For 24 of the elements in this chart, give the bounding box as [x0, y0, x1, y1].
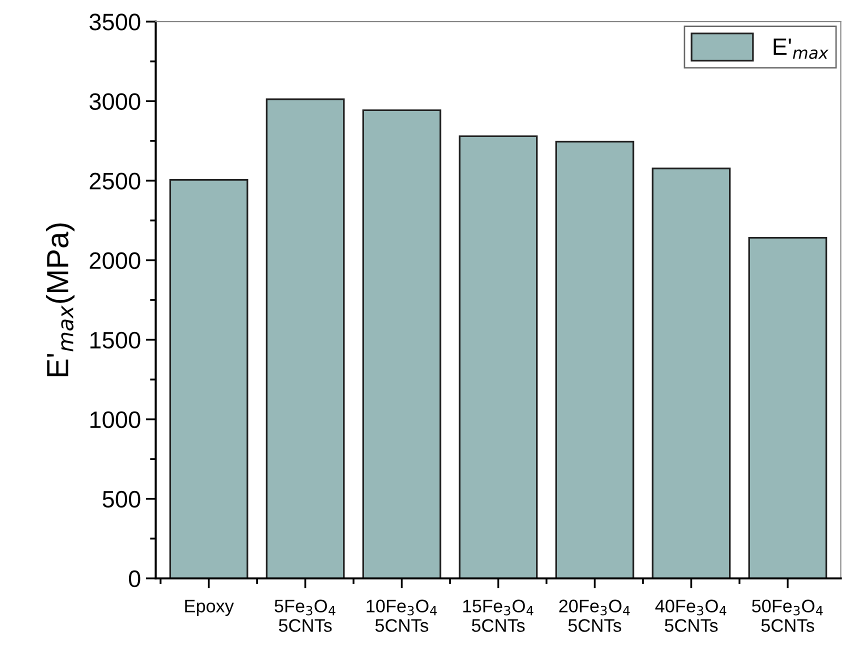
x-tick-label: 40Fe$_{3}$O$_{4}$ 5CNTs — [655, 600, 726, 632]
y-tick-label: 2500 — [90, 172, 140, 190]
y-tick-label: 0 — [128, 570, 140, 588]
x-tick-label: 50Fe$_{3}$O$_{4}$ 5CNTs — [752, 600, 823, 632]
y-axis-title: E'$_{max}$(MPa) — [46, 223, 74, 376]
y-tick-label: 1500 — [90, 332, 140, 349]
bar — [652, 168, 731, 578]
x-tick-label: 20Fe$_{3}$O$_{4}$ 5CNTs — [559, 600, 630, 632]
bar — [362, 109, 442, 578]
y-tick-label: 1000 — [90, 411, 140, 428]
y-tick-label: 2000 — [90, 252, 140, 270]
y-tick-label: 3500 — [90, 14, 140, 30]
legend-label: E'$_{max}$ — [774, 38, 828, 59]
bar — [458, 135, 538, 578]
x-tick-label: 10Fe$_{3}$O$_{4}$ 5CNTs — [366, 600, 437, 632]
bar — [748, 236, 828, 578]
bar — [169, 179, 248, 578]
bar — [555, 140, 634, 578]
y-tick-label: 3000 — [90, 93, 140, 110]
x-tick-label: Epoxy — [185, 600, 234, 616]
bar — [266, 98, 345, 578]
x-tick-label: 15Fe$_{3}$O$_{4}$ 5CNTs — [463, 600, 534, 632]
y-tick-label: 500 — [102, 490, 140, 508]
x-tick-label: 5Fe$_{3}$O$_{4}$ 5CNTs — [274, 600, 336, 632]
